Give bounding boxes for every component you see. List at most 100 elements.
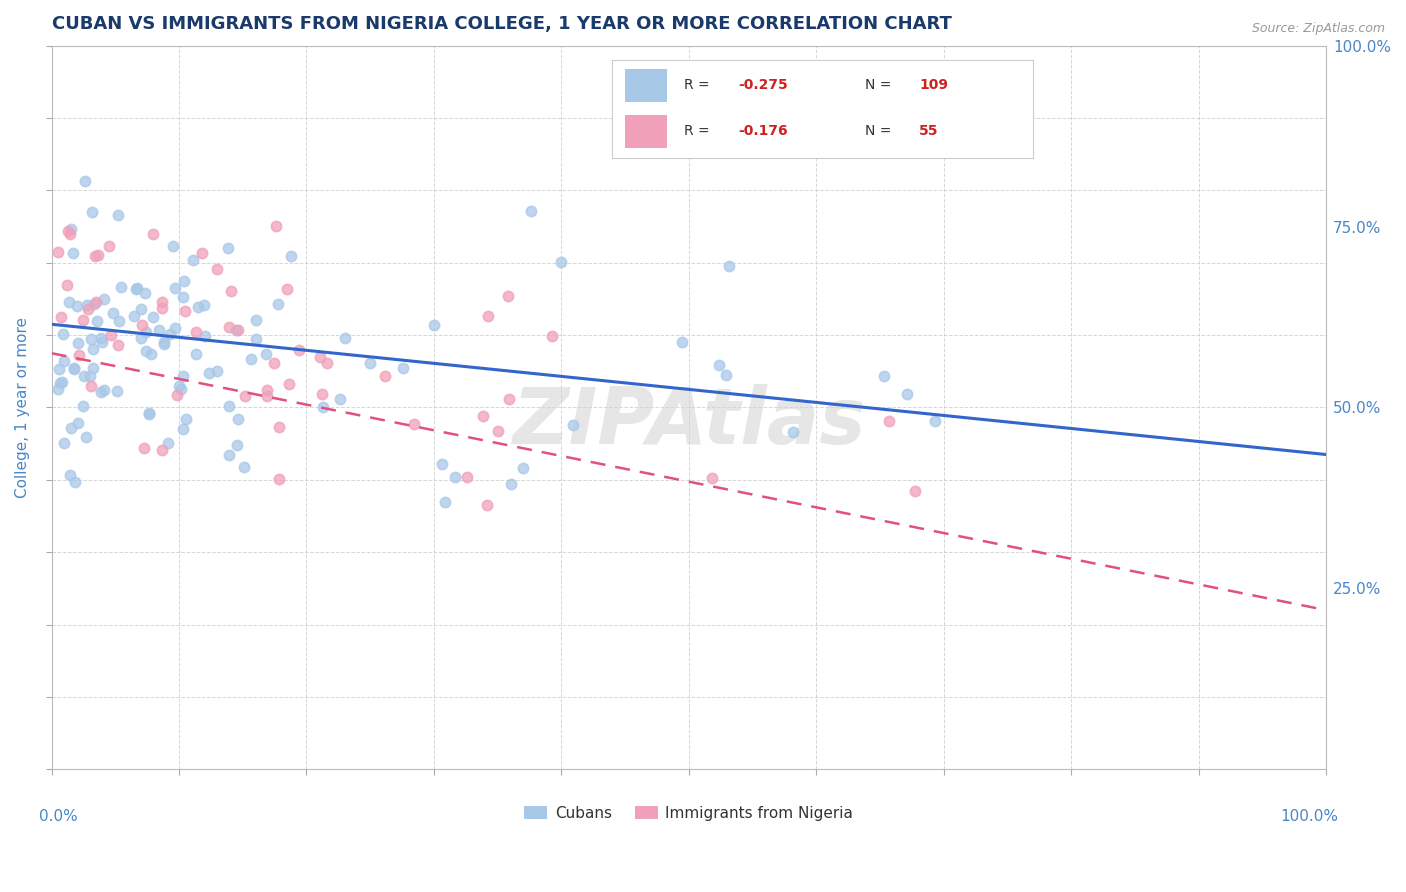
Point	[254, 346, 277, 360]
Point	[86, 248, 108, 262]
Point	[174, 304, 197, 318]
Point	[132, 441, 155, 455]
Point	[873, 368, 896, 383]
Point	[62, 360, 84, 375]
Point	[80, 205, 103, 219]
Point	[90, 331, 112, 345]
Point	[550, 254, 572, 268]
Point	[129, 331, 152, 345]
Point	[245, 313, 267, 327]
Point	[166, 388, 188, 402]
Point	[423, 318, 446, 332]
Point	[174, 412, 197, 426]
Point	[134, 286, 156, 301]
Text: Source: ZipAtlas.com: Source: ZipAtlas.com	[1251, 22, 1385, 36]
Text: CUBAN VS IMMIGRANTS FROM NIGERIA COLLEGE, 1 YEAR OR MORE CORRELATION CHART: CUBAN VS IMMIGRANTS FROM NIGERIA COLLEGE…	[52, 15, 952, 33]
Point	[512, 460, 534, 475]
Point	[197, 366, 219, 380]
Point	[718, 259, 741, 273]
Point	[86, 314, 108, 328]
Point	[218, 241, 240, 255]
Point	[173, 273, 195, 287]
Point	[148, 323, 170, 337]
Point	[190, 246, 212, 260]
Point	[66, 299, 89, 313]
Point	[184, 347, 207, 361]
Point	[186, 326, 208, 340]
Point	[138, 406, 160, 420]
Point	[49, 376, 72, 390]
Point	[240, 351, 263, 366]
Point	[131, 318, 153, 332]
Point	[80, 332, 103, 346]
Point	[46, 382, 69, 396]
Point	[52, 326, 75, 341]
Point	[103, 306, 125, 320]
Point	[432, 457, 454, 471]
Point	[56, 223, 79, 237]
Point	[218, 399, 240, 413]
Point	[139, 347, 162, 361]
Point	[671, 335, 693, 350]
Point	[329, 392, 352, 406]
Point	[172, 421, 194, 435]
Point	[311, 387, 333, 401]
Point	[127, 281, 149, 295]
Point	[540, 329, 562, 343]
Point	[55, 278, 77, 293]
Point	[105, 384, 128, 398]
Point	[67, 348, 90, 362]
Text: 100.0%: 100.0%	[1281, 809, 1339, 824]
Point	[122, 309, 145, 323]
Point	[150, 295, 173, 310]
Point	[93, 292, 115, 306]
Point	[63, 362, 86, 376]
Point	[80, 379, 103, 393]
Point	[51, 376, 73, 390]
Point	[896, 387, 918, 401]
Point	[233, 459, 256, 474]
Point	[456, 470, 478, 484]
Point	[499, 476, 522, 491]
Point	[142, 310, 165, 324]
Point	[263, 355, 285, 369]
Point	[562, 418, 585, 433]
Point	[84, 294, 107, 309]
Point	[150, 301, 173, 315]
Point	[100, 328, 122, 343]
Point	[228, 323, 250, 337]
Point	[135, 325, 157, 339]
Point	[72, 313, 94, 327]
Point	[75, 430, 97, 444]
Point	[82, 361, 104, 376]
Point	[152, 336, 174, 351]
Text: ZIPAtlas: ZIPAtlas	[512, 384, 866, 460]
Point	[228, 412, 250, 426]
Point	[66, 417, 89, 431]
Point	[125, 282, 148, 296]
Point	[107, 338, 129, 352]
Point	[444, 469, 467, 483]
Point	[218, 320, 240, 334]
Point	[924, 414, 946, 428]
Point	[709, 358, 731, 372]
Point	[83, 297, 105, 311]
Point	[157, 435, 180, 450]
Point	[97, 239, 120, 253]
Point	[276, 282, 298, 296]
Point	[471, 409, 494, 423]
Point	[110, 280, 132, 294]
Point	[374, 368, 396, 383]
Point	[225, 323, 247, 337]
Point	[138, 408, 160, 422]
Point	[498, 392, 520, 407]
Point	[72, 399, 94, 413]
Point	[205, 364, 228, 378]
Point	[256, 383, 278, 397]
Point	[402, 417, 425, 431]
Point	[475, 498, 498, 512]
Point	[90, 385, 112, 400]
Point	[82, 342, 104, 356]
Point	[163, 281, 186, 295]
Y-axis label: College, 1 year or more: College, 1 year or more	[15, 317, 30, 498]
